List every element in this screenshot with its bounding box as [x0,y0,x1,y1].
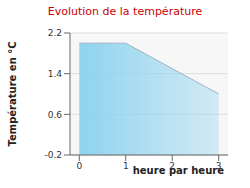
svg-text:1: 1 [123,161,129,171]
svg-text:1.4: 1.4 [48,69,63,79]
svg-text:-0.2: -0.2 [44,150,62,160]
svg-text:2.2: 2.2 [48,28,62,38]
svg-text:0.6: 0.6 [48,110,63,120]
svg-text:0: 0 [76,161,82,171]
svg-text:Température en °C: Température en °C [8,41,18,146]
svg-text:3: 3 [216,161,222,171]
svg-text:2: 2 [169,161,175,171]
